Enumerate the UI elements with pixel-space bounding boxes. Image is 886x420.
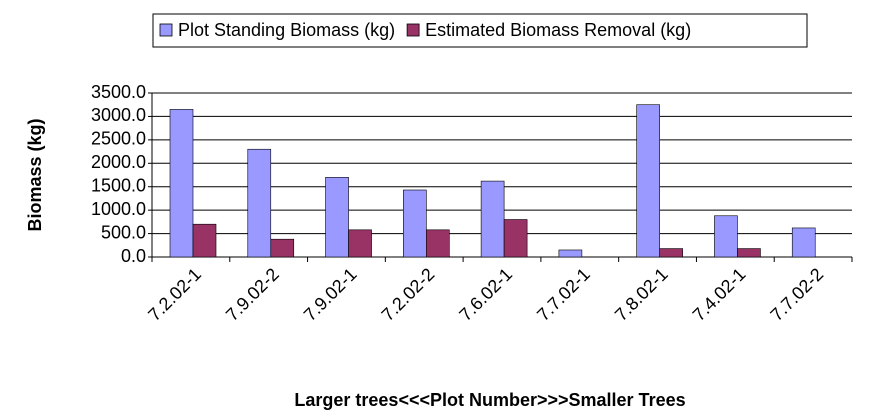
bar bbox=[714, 215, 738, 258]
x-tick-label: 7.9.02-2 bbox=[222, 264, 283, 325]
y-tick-label: 2500.0 bbox=[91, 129, 146, 149]
x-tick-label: 7.4.02-1 bbox=[689, 264, 750, 325]
bar bbox=[480, 180, 505, 258]
x-axis-label: Larger trees<<<Plot Number>>>Smaller Tre… bbox=[294, 390, 685, 410]
bar bbox=[558, 249, 583, 258]
bar bbox=[659, 248, 683, 258]
bar bbox=[247, 148, 272, 258]
x-tick-label: 7.2.02-1 bbox=[144, 264, 205, 325]
x-tick-label: 7.7.02-2 bbox=[766, 264, 827, 325]
bar bbox=[403, 189, 427, 258]
y-tick-label: 1500.0 bbox=[91, 175, 146, 195]
bar bbox=[270, 238, 295, 258]
y-tick-label: 3500.0 bbox=[91, 82, 146, 102]
bar bbox=[791, 227, 816, 258]
bar bbox=[348, 229, 372, 258]
y-tick-label: 3000.0 bbox=[91, 105, 146, 125]
bar bbox=[426, 229, 450, 258]
bar bbox=[325, 177, 349, 258]
x-tick-label: 7.8.02-1 bbox=[611, 264, 672, 325]
bar bbox=[636, 104, 660, 258]
y-tick-label: 500.0 bbox=[101, 222, 146, 242]
x-tick-label: 7.6.02-1 bbox=[455, 264, 516, 325]
legend-label: Plot Standing Biomass (kg) bbox=[178, 20, 395, 40]
bar bbox=[192, 223, 217, 258]
legend-swatch bbox=[406, 23, 420, 37]
bar bbox=[503, 219, 528, 258]
y-tick-label: 2000.0 bbox=[91, 152, 146, 172]
legend-box bbox=[152, 13, 808, 48]
y-axis-label: Biomass (kg) bbox=[25, 118, 45, 231]
legend-swatch bbox=[159, 23, 173, 37]
y-tick-label: 1000.0 bbox=[91, 199, 146, 219]
x-tick-label: 7.7.02-1 bbox=[533, 264, 594, 325]
y-tick-label: 0.0 bbox=[121, 246, 146, 266]
bar bbox=[169, 109, 194, 258]
x-tick-label: 7.2.02-2 bbox=[378, 264, 439, 325]
bar bbox=[737, 248, 761, 258]
legend-label: Estimated Biomass Removal (kg) bbox=[425, 20, 691, 40]
x-tick-label: 7.9.02-1 bbox=[300, 264, 361, 325]
